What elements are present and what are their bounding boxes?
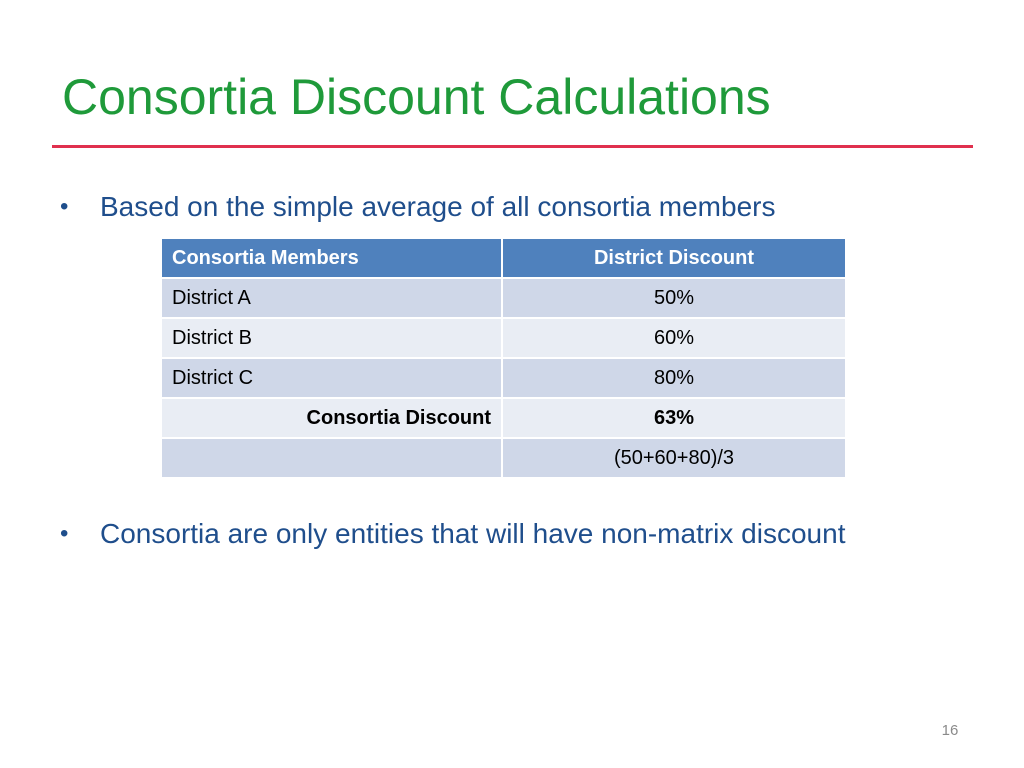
summary-row: Consortia Discount 63% xyxy=(162,399,845,439)
summary-value-cell: 63% xyxy=(503,399,845,439)
discount-table: Consortia Members District Discount Dist… xyxy=(162,239,845,479)
table-row: District C 80% xyxy=(162,359,845,399)
column-header-members: Consortia Members xyxy=(162,239,503,279)
member-name-cell: District C xyxy=(162,359,503,399)
bullet-item: • Based on the simple average of all con… xyxy=(60,187,775,227)
member-name-cell: District B xyxy=(162,319,503,359)
bullet-item: • Consortia are only entities that will … xyxy=(60,514,845,554)
formula-row: (50+60+80)/3 xyxy=(162,439,845,479)
slide-title: Consortia Discount Calculations xyxy=(62,69,771,125)
table-row: District B 60% xyxy=(162,319,845,359)
discount-value-cell: 60% xyxy=(503,319,845,359)
discount-value-cell: 80% xyxy=(503,359,845,399)
bullet-marker: • xyxy=(60,193,69,220)
table-header-row: Consortia Members District Discount xyxy=(162,239,845,279)
formula-label-cell xyxy=(162,439,503,479)
bullet-text: Based on the simple average of all conso… xyxy=(100,191,776,222)
column-header-discount: District Discount xyxy=(503,239,845,279)
member-name-cell: District A xyxy=(162,279,503,319)
table-row: District A 50% xyxy=(162,279,845,319)
title-divider xyxy=(52,145,973,148)
summary-label-cell: Consortia Discount xyxy=(162,399,503,439)
bullet-marker: • xyxy=(60,520,69,547)
discount-value-cell: 50% xyxy=(503,279,845,319)
page-number: 16 xyxy=(941,722,959,739)
bullet-text: Consortia are only entities that will ha… xyxy=(100,518,846,549)
formula-cell: (50+60+80)/3 xyxy=(503,439,845,479)
